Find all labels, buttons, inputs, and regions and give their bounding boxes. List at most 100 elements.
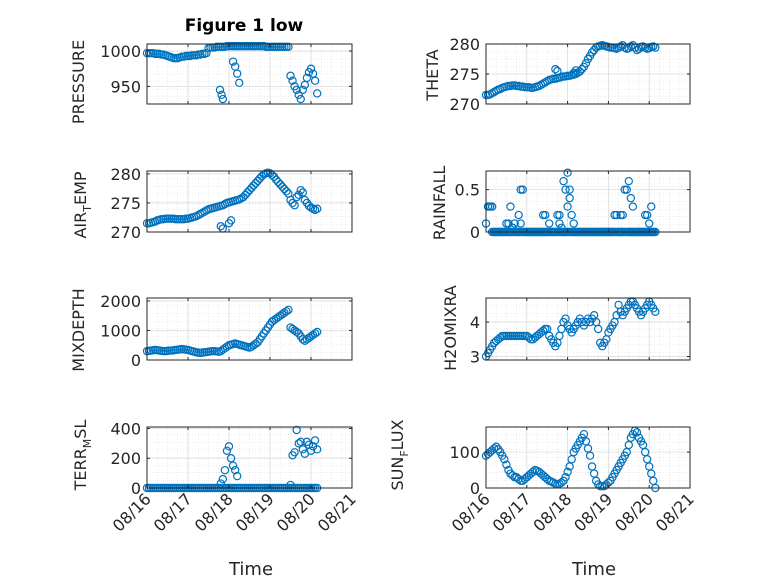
y-tick-label: 275 bbox=[110, 194, 141, 213]
axes-frame bbox=[146, 426, 353, 489]
data-point bbox=[294, 90, 303, 100]
data-point bbox=[298, 85, 307, 95]
data-point bbox=[218, 94, 228, 104]
data-point bbox=[508, 471, 517, 480]
axes-frame bbox=[485, 426, 691, 489]
data-point bbox=[587, 48, 597, 57]
data-point bbox=[538, 326, 548, 335]
data-point bbox=[228, 57, 238, 66]
data-point bbox=[243, 188, 252, 197]
data-point bbox=[251, 178, 260, 188]
data-point bbox=[274, 177, 283, 187]
data-point bbox=[538, 79, 548, 88]
data-point bbox=[528, 467, 538, 477]
data-point bbox=[487, 202, 497, 211]
data-point bbox=[215, 85, 225, 95]
y-label-sun-flux: SUNFLUX bbox=[388, 419, 411, 490]
data-point bbox=[524, 333, 534, 342]
data-point bbox=[294, 190, 303, 200]
data-point bbox=[216, 479, 225, 488]
data-point bbox=[487, 88, 497, 98]
data-point bbox=[239, 192, 248, 202]
data-point bbox=[253, 176, 262, 186]
y-tick-label: 2000 bbox=[100, 292, 141, 311]
y-tick-label: 950 bbox=[110, 77, 141, 96]
data-point bbox=[296, 94, 305, 104]
y-tick-label: 0 bbox=[131, 351, 141, 370]
data-point bbox=[278, 182, 287, 191]
data-point bbox=[585, 451, 595, 460]
data-point bbox=[618, 210, 627, 220]
x-tick-label: 08/19 bbox=[570, 489, 616, 535]
data-point bbox=[514, 474, 523, 484]
data-point bbox=[284, 305, 293, 315]
data-point bbox=[310, 76, 320, 85]
data-point bbox=[563, 202, 572, 211]
data-point bbox=[594, 324, 603, 334]
data-point bbox=[624, 176, 634, 186]
data-point bbox=[496, 333, 505, 342]
x-tick-label: 08/21 bbox=[314, 489, 360, 535]
data-point bbox=[288, 198, 297, 208]
y-label-theta: THETA bbox=[423, 49, 442, 101]
y-tick-label: 280 bbox=[449, 35, 480, 54]
data-point bbox=[226, 216, 236, 225]
data-point bbox=[241, 190, 250, 200]
data-point bbox=[302, 73, 312, 83]
panel-pressure: 950 1000 bbox=[100, 41, 353, 105]
axes-frame bbox=[146, 170, 353, 233]
data-point bbox=[555, 219, 564, 228]
data-point bbox=[581, 59, 591, 68]
data-point bbox=[557, 478, 566, 487]
data-point bbox=[292, 425, 301, 435]
axes-frame bbox=[146, 43, 353, 105]
data-point bbox=[292, 192, 301, 202]
data-point bbox=[651, 307, 660, 316]
data-point bbox=[540, 210, 550, 220]
data-point bbox=[506, 202, 515, 211]
data-point bbox=[567, 210, 576, 220]
data-point bbox=[502, 460, 511, 469]
data-point bbox=[571, 66, 580, 75]
data-point bbox=[312, 89, 322, 98]
data-point bbox=[563, 467, 572, 477]
data-point bbox=[218, 474, 228, 484]
data-point bbox=[271, 175, 281, 184]
data-point bbox=[534, 81, 544, 91]
data-point bbox=[638, 42, 648, 51]
x-axis-label-left: Time bbox=[228, 559, 273, 580]
data-point bbox=[282, 307, 291, 316]
data-point bbox=[642, 210, 652, 220]
panel-air_temp: 270 275 280 bbox=[110, 165, 353, 242]
x-tick-label: 08/18 bbox=[529, 489, 575, 535]
data-point bbox=[280, 184, 289, 194]
data-point bbox=[298, 445, 307, 454]
y-tick-label: 280 bbox=[110, 165, 141, 184]
data-point bbox=[296, 185, 305, 195]
y-tick-label: 270 bbox=[110, 223, 141, 242]
data-point bbox=[536, 80, 546, 90]
data-point bbox=[226, 454, 236, 463]
y-tick-label: 200 bbox=[110, 449, 141, 468]
y-label-terr-msl: TERRMSL bbox=[71, 420, 94, 492]
axes-frame bbox=[146, 297, 353, 361]
data-point bbox=[626, 42, 636, 51]
y-tick-label: 0 bbox=[470, 479, 480, 498]
data-point bbox=[492, 442, 501, 451]
data-point bbox=[571, 69, 580, 79]
data-point bbox=[282, 187, 291, 196]
data-point bbox=[545, 219, 554, 228]
data-point bbox=[634, 44, 644, 54]
data-point bbox=[510, 219, 519, 228]
data-point bbox=[612, 210, 621, 220]
figure-title: Figure 1 low bbox=[185, 16, 304, 36]
data-point bbox=[626, 193, 636, 203]
x-tick-label: 08/19 bbox=[232, 489, 278, 535]
data-point bbox=[292, 85, 301, 95]
panel-rainfall: 00.5 bbox=[455, 168, 691, 242]
data-point bbox=[245, 185, 254, 195]
data-point bbox=[565, 185, 574, 194]
data-point bbox=[312, 204, 322, 213]
